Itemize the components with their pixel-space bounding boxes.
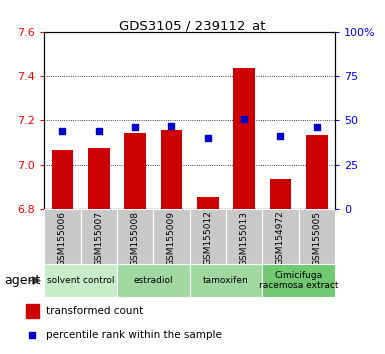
Text: GSM155009: GSM155009 — [167, 211, 176, 266]
Bar — [117, 264, 190, 297]
Text: GDS3105 / 239112_at: GDS3105 / 239112_at — [119, 19, 266, 33]
Text: transformed count: transformed count — [46, 306, 143, 316]
Bar — [153, 209, 189, 264]
Text: Cimicifuga
racemosa extract: Cimicifuga racemosa extract — [259, 271, 338, 290]
Bar — [26, 304, 39, 319]
Bar — [117, 209, 153, 264]
Point — [241, 116, 247, 121]
Text: percentile rank within the sample: percentile rank within the sample — [46, 330, 222, 340]
Point — [205, 135, 211, 141]
Bar — [306, 135, 328, 209]
Bar — [299, 209, 335, 264]
Bar — [44, 264, 117, 297]
Bar — [124, 132, 146, 209]
Text: GSM155013: GSM155013 — [239, 211, 249, 266]
Text: GSM154972: GSM154972 — [276, 211, 285, 265]
Bar — [197, 197, 219, 209]
Text: GSM155006: GSM155006 — [58, 211, 67, 266]
Bar — [190, 264, 262, 297]
Text: estradiol: estradiol — [134, 276, 173, 285]
Point — [96, 128, 102, 134]
Bar — [161, 130, 182, 209]
Bar — [262, 264, 335, 297]
Text: GSM155012: GSM155012 — [203, 211, 212, 266]
Text: solvent control: solvent control — [47, 276, 114, 285]
Point — [29, 332, 35, 338]
Bar — [52, 150, 73, 209]
Bar — [262, 209, 299, 264]
Text: GSM155008: GSM155008 — [131, 211, 140, 266]
Text: tamoxifen: tamoxifen — [203, 276, 249, 285]
Bar — [190, 209, 226, 264]
Bar — [44, 209, 80, 264]
Bar — [226, 209, 262, 264]
Text: agent: agent — [4, 274, 40, 287]
Bar — [88, 148, 110, 209]
Bar — [80, 209, 117, 264]
Point — [59, 128, 65, 134]
Point — [168, 123, 174, 129]
Bar — [270, 179, 291, 209]
Text: GSM155005: GSM155005 — [312, 211, 321, 266]
Point — [277, 133, 283, 139]
Bar — [233, 68, 255, 209]
Text: GSM155007: GSM155007 — [94, 211, 103, 266]
Point — [314, 125, 320, 130]
Point — [132, 125, 138, 130]
